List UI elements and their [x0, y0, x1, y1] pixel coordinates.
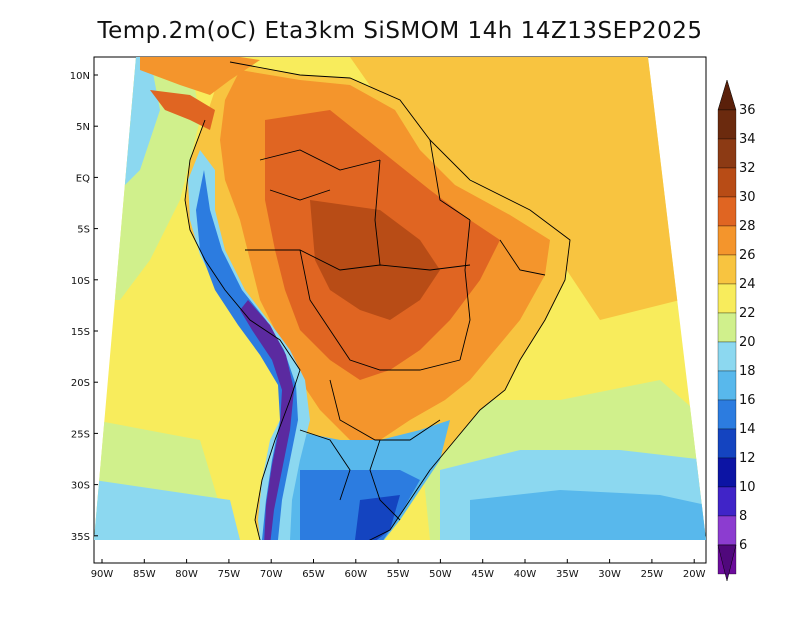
colorbar-swatch — [717, 428, 737, 459]
colorbar-swatch — [717, 515, 737, 546]
colorbar-swatch — [717, 312, 737, 343]
lat-label: 10S — [71, 276, 90, 287]
lat-label: 25S — [71, 429, 90, 440]
lat-label: 15S — [71, 327, 90, 338]
colorbar-swatch — [717, 138, 737, 169]
lat-label: 35S — [71, 532, 90, 543]
colorbar-label: 32 — [739, 161, 756, 176]
colorbar-label: 18 — [739, 364, 756, 379]
lon-label: 40W — [514, 569, 537, 580]
colorbar-label: 30 — [739, 190, 756, 205]
lat-label: 30S — [71, 481, 90, 492]
colorbar-label: 36 — [739, 103, 756, 118]
colorbar-bottom-arrow — [717, 544, 737, 582]
colorbar-label: 14 — [739, 422, 756, 437]
colorbar-label: 28 — [739, 219, 756, 234]
colorbar-swatch — [717, 254, 737, 285]
lon-label: 20W — [683, 569, 706, 580]
map-title: Temp.2m(oC) Eta3km SiSMOM 14h 14Z13SEP20… — [97, 18, 703, 44]
lon-label: 90W — [91, 569, 114, 580]
colorbar-label: 8 — [739, 509, 747, 524]
colorbar-swatch — [717, 167, 737, 198]
colorbar-label: 24 — [739, 277, 756, 292]
lon-label: 55W — [387, 569, 410, 580]
colorbar-label: 12 — [739, 451, 756, 466]
colorbar-swatch — [717, 225, 737, 256]
colorbar-label: 20 — [739, 335, 756, 350]
lat-axis: 10N 5N EQ 5S 10S 15S 20S 25S 30S 35S — [70, 71, 98, 543]
colorbar-label: 34 — [739, 132, 756, 147]
temperature-field — [94, 57, 706, 540]
lat-label: 20S — [71, 378, 90, 389]
colorbar-swatch — [717, 196, 737, 227]
lon-label: 75W — [218, 569, 241, 580]
lon-axis: 90W 85W 80W 75W 70W 65W 60W 55W 50W 45W 40W 35W 30W 2… — [91, 559, 706, 580]
lon-label: 35W — [556, 569, 579, 580]
lon-label: 70W — [260, 569, 283, 580]
lon-label: 45W — [471, 569, 494, 580]
political-borders — [184, 61, 571, 540]
colorbar-swatch — [717, 283, 737, 314]
colorbar: 36 34 32 30 28 26 24 22 20 18 16 14 12 10 8 6 — [717, 79, 756, 582]
lon-label: 25W — [641, 569, 664, 580]
colorbar-label: 22 — [739, 306, 756, 321]
colorbar-swatch — [717, 109, 737, 140]
colorbar-swatch — [717, 341, 737, 372]
lat-label: 5N — [76, 122, 90, 133]
lon-label: 50W — [429, 569, 452, 580]
colorbar-swatch — [717, 370, 737, 401]
lon-label: 65W — [302, 569, 325, 580]
colorbar-label: 16 — [739, 393, 756, 408]
colorbar-label: 26 — [739, 248, 756, 263]
lon-label: 85W — [133, 569, 156, 580]
colorbar-label: 10 — [739, 480, 756, 495]
lon-label: 80W — [175, 569, 198, 580]
lon-label: 30W — [598, 569, 621, 580]
lon-label: 60W — [344, 569, 367, 580]
lat-label: EQ — [76, 173, 90, 184]
colorbar-swatch — [717, 486, 737, 517]
colorbar-swatch — [717, 457, 737, 488]
lat-label: 5S — [77, 225, 90, 236]
colorbar-label: 6 — [739, 538, 747, 553]
colorbar-top-arrow — [717, 79, 737, 111]
lat-label: 10N — [70, 71, 90, 82]
colorbar-swatch — [717, 399, 737, 430]
